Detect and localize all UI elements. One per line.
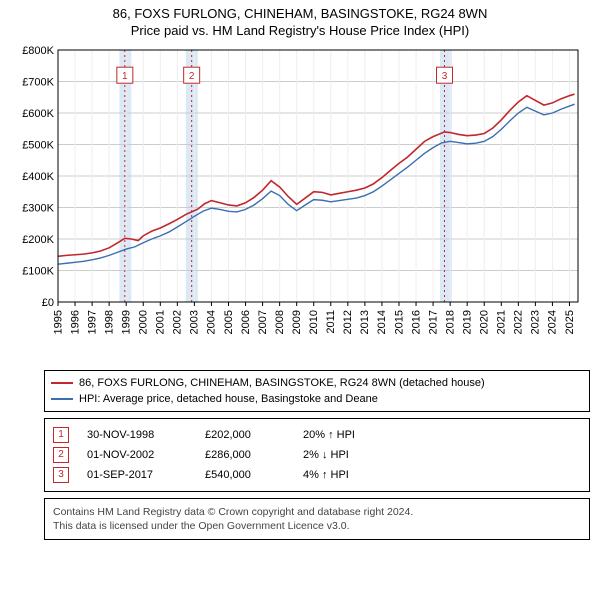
- y-tick-label: £100K: [22, 266, 54, 278]
- events-table: 1 30-NOV-1998 £202,000 20% ↑ HPI 2 01-NOV-200…: [44, 418, 590, 492]
- legend-swatch: [51, 398, 73, 400]
- x-tick-label: 2011: [325, 310, 337, 334]
- legend-row: 86, FOXS FURLONG, CHINEHAM, BASINGSTOKE,…: [51, 375, 583, 391]
- x-tick-label: 2007: [257, 310, 269, 334]
- y-tick-label: £0: [42, 297, 54, 309]
- x-tick-label: 1995: [52, 310, 64, 334]
- y-tick-label: £300K: [22, 203, 54, 215]
- event-marker: 1: [53, 427, 69, 443]
- x-tick-label: 2019: [461, 310, 473, 334]
- y-tick-label: £500K: [22, 140, 54, 152]
- event-row: 1 30-NOV-1998 £202,000 20% ↑ HPI: [53, 425, 581, 445]
- x-tick-label: 1996: [69, 310, 81, 334]
- legend-row: HPI: Average price, detached house, Basi…: [51, 391, 583, 407]
- event-marker: 3: [53, 467, 69, 483]
- event-marker-label: 2: [189, 71, 195, 82]
- y-tick-label: £600K: [22, 108, 54, 120]
- event-row: 2 01-NOV-2002 £286,000 2% ↓ HPI: [53, 445, 581, 465]
- x-tick-label: 2023: [530, 310, 542, 334]
- y-tick-label: £200K: [22, 234, 54, 246]
- x-tick-label: 2013: [359, 310, 371, 334]
- event-price: £540,000: [205, 465, 285, 485]
- chart-container: 86, FOXS FURLONG, CHINEHAM, BASINGSTOKE,…: [0, 0, 600, 540]
- line-chart-svg: £0 £100K £200K £300K £400K £500K £600K £700K £80…: [10, 44, 590, 364]
- x-tick-label: 2020: [479, 310, 491, 334]
- footer-line1: Contains HM Land Registry data © Crown c…: [53, 505, 581, 519]
- x-tick-label: 2018: [444, 310, 456, 334]
- x-tick-label: 2016: [410, 310, 422, 334]
- title-subtitle: Price paid vs. HM Land Registry's House …: [0, 23, 600, 38]
- event-date: 30-NOV-1998: [87, 425, 187, 445]
- x-tick-label: 2021: [496, 310, 508, 334]
- x-tick-label: 2015: [393, 310, 405, 334]
- x-tick-label: 2014: [376, 310, 388, 334]
- event-note: 20% ↑ HPI: [303, 425, 581, 445]
- x-tick-label: 2000: [138, 310, 150, 334]
- chart-area: £0 £100K £200K £300K £400K £500K £600K £700K £80…: [10, 44, 590, 364]
- y-tick-label: £800K: [22, 45, 54, 57]
- legend-swatch: [51, 382, 73, 384]
- x-tick-label: 2002: [172, 310, 184, 334]
- x-tick-label: 2003: [189, 310, 201, 334]
- title-block: 86, FOXS FURLONG, CHINEHAM, BASINGSTOKE,…: [0, 0, 600, 40]
- x-tick-label: 2010: [308, 310, 320, 334]
- legend-label: 86, FOXS FURLONG, CHINEHAM, BASINGSTOKE,…: [79, 375, 485, 391]
- x-tick-label: 2024: [547, 310, 559, 334]
- event-marker-label: 3: [442, 71, 448, 82]
- event-row: 3 01-SEP-2017 £540,000 4% ↑ HPI: [53, 465, 581, 485]
- event-note: 4% ↑ HPI: [303, 465, 581, 485]
- event-date: 01-SEP-2017: [87, 465, 187, 485]
- x-tick-label: 2004: [206, 310, 218, 334]
- x-tick-label: 2006: [240, 310, 252, 334]
- event-marker-label: 1: [122, 71, 128, 82]
- y-tick-label: £700K: [22, 77, 54, 89]
- x-tick-label: 2001: [155, 310, 167, 334]
- event-price: £286,000: [205, 445, 285, 465]
- x-tick-label: 2017: [427, 310, 439, 334]
- event-price: £202,000: [205, 425, 285, 445]
- event-note: 2% ↓ HPI: [303, 445, 581, 465]
- footer-line2: This data is licensed under the Open Gov…: [53, 519, 581, 533]
- x-tick-label: 2022: [513, 310, 525, 334]
- event-date: 01-NOV-2002: [87, 445, 187, 465]
- x-tick-label: 1998: [103, 310, 115, 334]
- x-tick-label: 2025: [564, 310, 576, 334]
- footer-attribution: Contains HM Land Registry data © Crown c…: [44, 498, 590, 540]
- x-tick-label: 2008: [274, 310, 286, 334]
- title-address: 86, FOXS FURLONG, CHINEHAM, BASINGSTOKE,…: [0, 6, 600, 21]
- x-tick-label: 2005: [223, 310, 235, 334]
- x-tick-label: 1999: [120, 310, 132, 334]
- legend: 86, FOXS FURLONG, CHINEHAM, BASINGSTOKE,…: [44, 370, 590, 412]
- x-tick-label: 2012: [342, 310, 354, 334]
- y-tick-label: £400K: [22, 171, 54, 183]
- x-tick-label: 1997: [86, 310, 98, 334]
- x-tick-label: 2009: [291, 310, 303, 334]
- event-marker: 2: [53, 447, 69, 463]
- legend-label: HPI: Average price, detached house, Basi…: [79, 391, 378, 407]
